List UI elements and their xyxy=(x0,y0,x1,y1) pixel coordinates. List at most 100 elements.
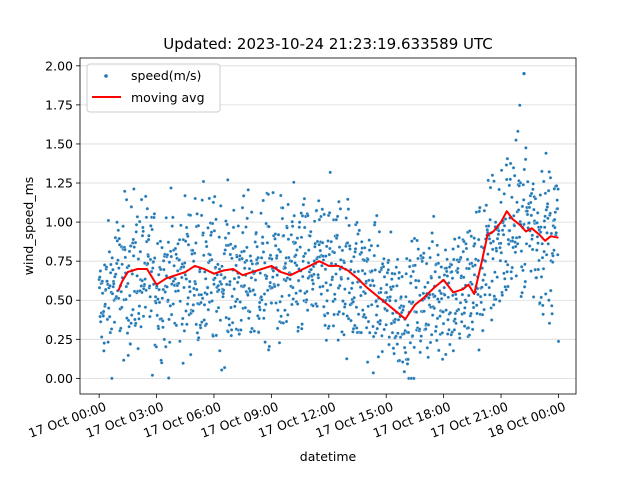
scatter-point xyxy=(415,238,419,243)
scatter-point xyxy=(248,310,252,314)
scatter-point xyxy=(456,244,460,249)
scatter-point xyxy=(297,225,302,229)
scatter-point xyxy=(299,235,304,240)
scatter-point xyxy=(139,197,144,202)
scatter-point xyxy=(345,357,349,361)
scatter-point xyxy=(204,244,209,249)
scatter-point xyxy=(121,224,125,228)
scatter-point xyxy=(290,224,295,228)
scatter-point xyxy=(504,288,508,292)
scatter-point xyxy=(325,288,330,293)
scatter-point xyxy=(435,338,439,343)
scatter-point xyxy=(524,146,528,150)
scatter-point xyxy=(300,322,304,326)
scatter-point xyxy=(304,298,309,302)
scatter-point xyxy=(366,319,371,324)
scatter-point xyxy=(443,248,448,252)
scatter-point xyxy=(214,309,219,314)
scatter-point xyxy=(307,248,311,252)
scatter-point xyxy=(106,306,111,310)
scatter-point xyxy=(298,289,303,293)
scatter-point xyxy=(152,215,156,220)
scatter-point xyxy=(497,228,501,233)
scatter-point xyxy=(192,286,196,291)
scatter-point xyxy=(184,225,189,230)
scatter-point xyxy=(143,277,147,281)
scatter-point xyxy=(373,220,377,225)
scatter-point xyxy=(514,274,519,278)
scatter-point xyxy=(324,254,328,258)
scatter-point xyxy=(271,275,275,279)
scatter-point xyxy=(396,318,401,322)
scatter-point xyxy=(378,318,383,323)
y-tick-label: 2.00 xyxy=(45,58,73,73)
scatter-point xyxy=(481,328,485,333)
scatter-point xyxy=(201,231,205,235)
scatter-point xyxy=(241,194,246,198)
scatter-point xyxy=(312,272,316,277)
scatter-point xyxy=(133,240,138,245)
scatter-point xyxy=(512,223,517,228)
scatter-point xyxy=(352,270,357,274)
scatter-point xyxy=(529,213,534,218)
scatter-point xyxy=(394,265,399,269)
scatter-point xyxy=(191,309,195,313)
scatter-point xyxy=(173,277,177,281)
scatter-point xyxy=(467,266,471,271)
scatter-point xyxy=(421,255,425,260)
scatter-point xyxy=(146,237,151,242)
scatter-point xyxy=(408,258,412,263)
scatter-point xyxy=(176,281,181,286)
scatter-point xyxy=(196,336,201,340)
scatter-point xyxy=(247,266,252,271)
scatter-point xyxy=(273,232,278,236)
scatter-point xyxy=(188,289,192,294)
scatter-point xyxy=(408,341,413,345)
scatter-point xyxy=(461,249,466,254)
scatter-point xyxy=(486,178,490,183)
scatter-point xyxy=(533,196,538,201)
scatter-point xyxy=(147,284,152,288)
scatter-point xyxy=(356,269,361,274)
scatter-point xyxy=(325,299,329,303)
scatter-point xyxy=(386,258,391,263)
scatter-point xyxy=(375,326,379,331)
scatter-point xyxy=(309,229,313,234)
scatter-point xyxy=(159,361,164,365)
scatter-point xyxy=(550,304,554,308)
scatter-point xyxy=(226,178,230,182)
scatter-point xyxy=(183,239,188,243)
scatter-point xyxy=(275,326,280,331)
scatter-point xyxy=(484,203,489,207)
scatter-point xyxy=(223,236,228,240)
scatter-point xyxy=(488,217,492,222)
scatter-point xyxy=(446,295,451,300)
scatter-point xyxy=(449,263,454,267)
scatter-point xyxy=(177,238,182,242)
scatter-point xyxy=(323,314,327,318)
scatter-point xyxy=(387,335,392,339)
scatter-point xyxy=(352,295,356,300)
scatter-point xyxy=(122,189,127,194)
scatter-point xyxy=(242,283,247,288)
scatter-point xyxy=(316,276,321,280)
scatter-point xyxy=(185,322,189,327)
scatter-point xyxy=(223,275,227,280)
scatter-point xyxy=(220,264,224,269)
scatter-point xyxy=(531,182,535,186)
scatter-point xyxy=(266,192,271,197)
scatter-point xyxy=(301,274,305,279)
scatter-point xyxy=(186,243,191,247)
scatter-point xyxy=(250,262,255,266)
scatter-point xyxy=(360,240,364,244)
scatter-point xyxy=(221,288,226,292)
scatter-point xyxy=(517,184,521,188)
scatter-point xyxy=(323,323,327,328)
scatter-point xyxy=(445,257,449,262)
scatter-point xyxy=(440,331,445,335)
scatter-point xyxy=(354,326,359,330)
scatter-point xyxy=(317,242,321,247)
scatter-point xyxy=(224,315,228,320)
scatter-point xyxy=(151,266,155,270)
scatter-point xyxy=(145,206,150,211)
